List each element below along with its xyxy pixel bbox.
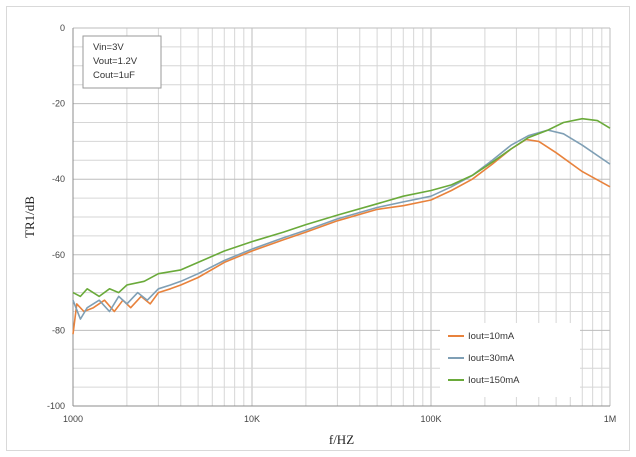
series-line-1 xyxy=(72,138,611,335)
y-axis-title: TR1/dB xyxy=(22,196,37,238)
legend-label: Iout=10mA xyxy=(468,331,515,342)
annotation-line: Vout=1.2V xyxy=(93,56,138,67)
y-tick-label: -40 xyxy=(52,174,65,184)
y-tick-label: -20 xyxy=(52,99,65,109)
x-tick-label: 1M xyxy=(604,414,617,424)
y-tick-label: -60 xyxy=(52,250,65,260)
annotation-line: Cout=1uF xyxy=(93,70,135,81)
legend: Iout=10mA Iout=30mA Iout=150mA xyxy=(440,323,580,397)
x-tick-label: 10K xyxy=(244,414,260,424)
y-tick-label: 0 xyxy=(60,23,65,33)
annotation-line: Vin=3V xyxy=(93,42,124,53)
x-axis-title: f/HZ xyxy=(329,432,354,447)
legend-label: Iout=30mA xyxy=(468,353,515,364)
grid xyxy=(72,27,611,407)
y-tick-label: -100 xyxy=(47,401,65,411)
series-lines xyxy=(72,117,611,335)
tick-labels: 0 -20 -40 -60 -80 -100 1000 10K 100K 1M xyxy=(47,23,616,424)
x-tick-label: 1000 xyxy=(63,414,83,424)
legend-label: Iout=150mA xyxy=(468,375,520,386)
conditions-annotation: Vin=3V Vout=1.2V Cout=1uF xyxy=(82,35,162,89)
series-line-2 xyxy=(72,129,611,320)
y-tick-label: -80 xyxy=(52,325,65,335)
annotation-frame xyxy=(82,35,162,89)
series-line-3 xyxy=(72,117,611,298)
x-tick-label: 100K xyxy=(420,414,441,424)
